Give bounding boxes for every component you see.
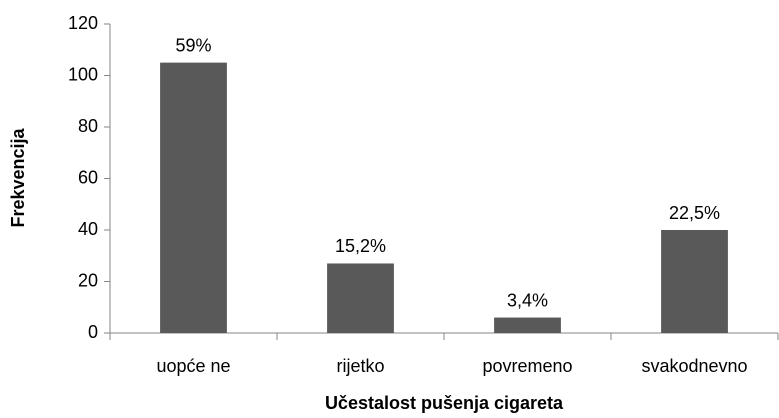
x-axis-title: Učestalost pušenja cigareta — [325, 393, 564, 413]
y-axis-title: Frekvencija — [8, 127, 28, 227]
bar-annotation: 59% — [175, 35, 211, 55]
bar — [494, 317, 561, 333]
y-tick-label: 0 — [88, 322, 98, 342]
y-tick-label: 40 — [78, 219, 98, 239]
x-tick-label: svakodnevno — [641, 356, 747, 376]
bar-annotation: 3,4% — [507, 290, 548, 310]
bar-annotation: 22,5% — [669, 203, 720, 223]
bar — [327, 263, 394, 333]
x-tick-label: rijetko — [336, 356, 384, 376]
y-tick-label: 100 — [68, 64, 98, 84]
bar — [661, 230, 728, 333]
y-tick-label: 60 — [78, 167, 98, 187]
x-tick-label: povremeno — [482, 356, 572, 376]
y-tick-label: 120 — [68, 13, 98, 33]
y-tick-label: 20 — [78, 270, 98, 290]
bar — [160, 62, 227, 333]
bar-annotation: 15,2% — [335, 236, 386, 256]
y-tick-label: 80 — [78, 116, 98, 136]
x-tick-label: uopće ne — [156, 356, 230, 376]
